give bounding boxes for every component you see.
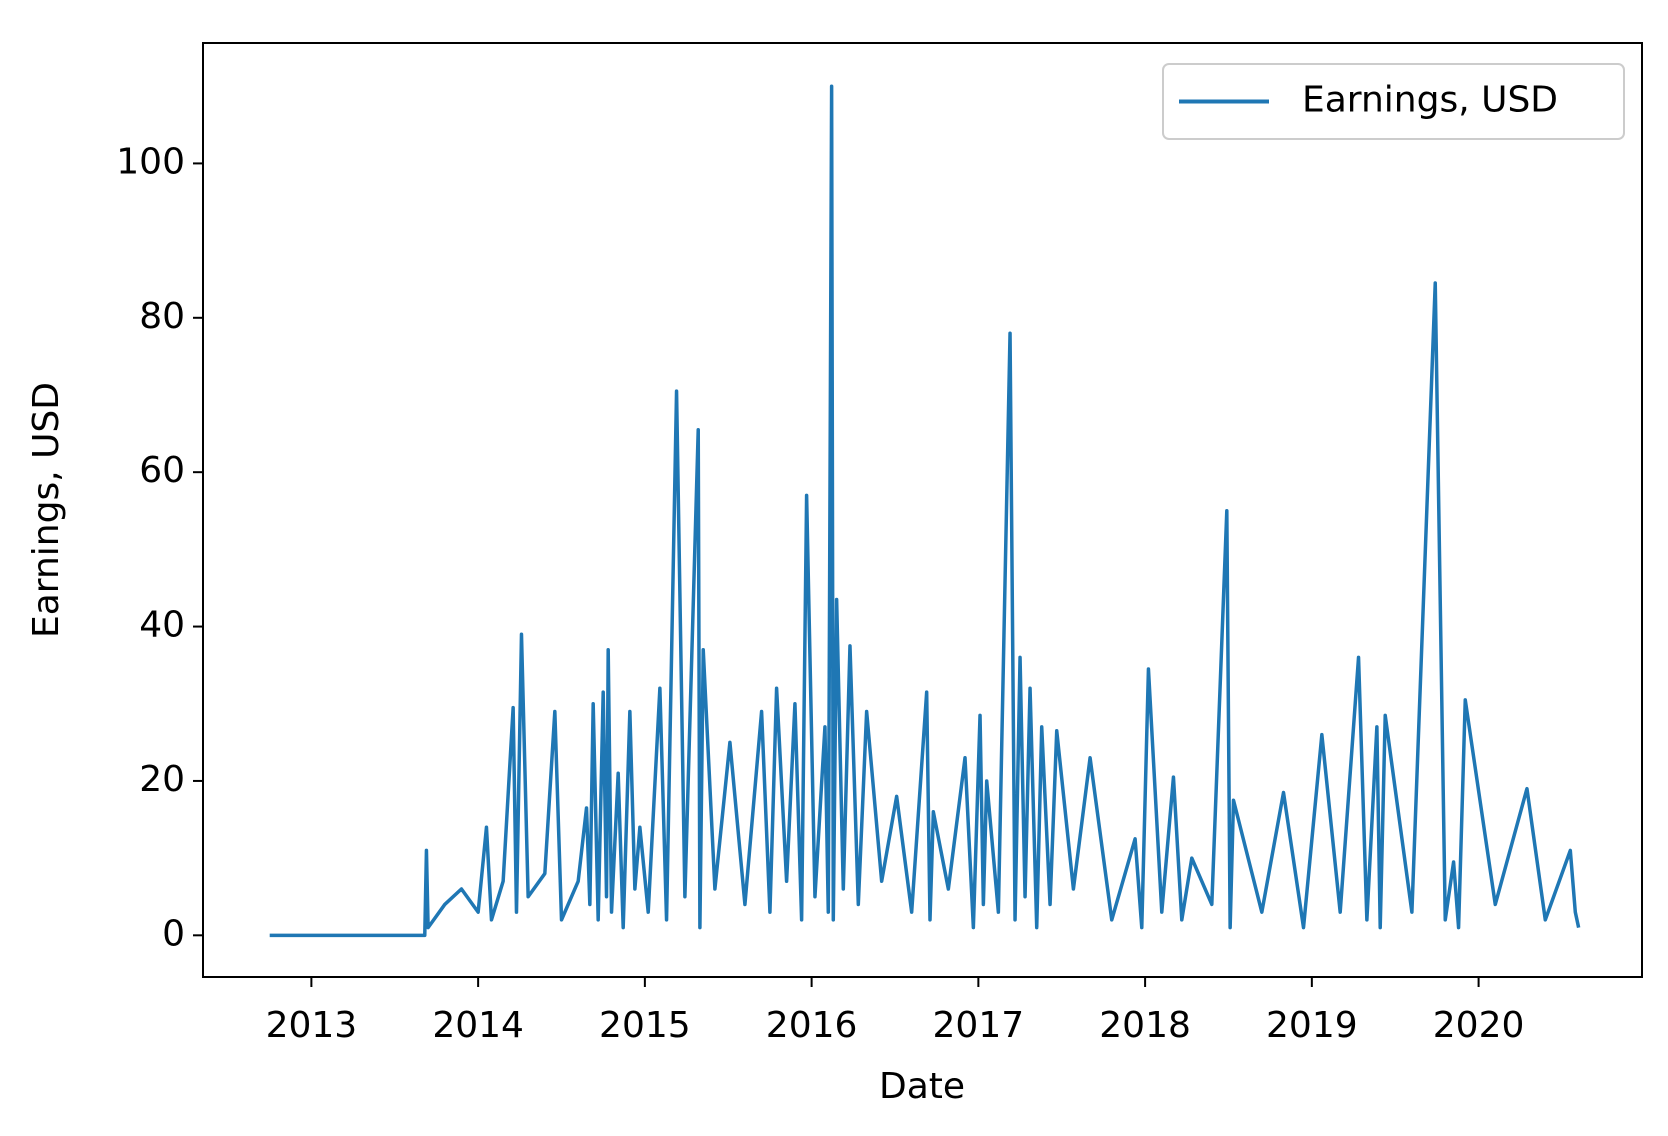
x-tick-label: 2017 bbox=[933, 1005, 1025, 1046]
x-tick-label: 2014 bbox=[432, 1005, 524, 1046]
y-tick-label: 80 bbox=[139, 296, 185, 337]
line-series bbox=[269, 84, 1581, 938]
y-axis-label: Earnings, USD bbox=[26, 382, 67, 638]
x-tick-label: 2018 bbox=[1099, 1005, 1191, 1046]
y-tick-label: 100 bbox=[116, 141, 185, 182]
legend-box bbox=[1162, 63, 1625, 140]
x-axis-label: Date bbox=[879, 1066, 965, 1107]
x-tick-label: 2015 bbox=[599, 1005, 691, 1046]
x-tick-label: 2019 bbox=[1266, 1005, 1358, 1046]
x-tick-label: 2016 bbox=[766, 1005, 858, 1046]
y-tick-label: 40 bbox=[139, 605, 185, 646]
plot-frame bbox=[202, 42, 1643, 978]
legend-label: Earnings, USD bbox=[1302, 80, 1558, 121]
y-tick-label: 0 bbox=[162, 913, 185, 954]
y-tick-label: 20 bbox=[139, 759, 185, 800]
x-tick-label: 2020 bbox=[1433, 1005, 1525, 1046]
y-tick-label: 60 bbox=[139, 450, 185, 491]
x-tick-label: 2013 bbox=[266, 1005, 358, 1046]
